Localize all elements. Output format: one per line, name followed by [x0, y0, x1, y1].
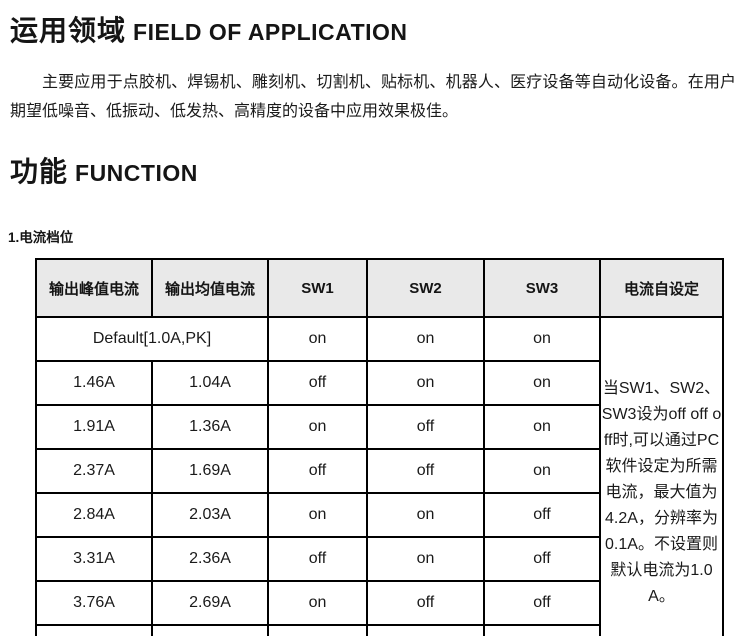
- cell-avg: 1.69A: [151, 448, 269, 494]
- cell-peak: 3.76A: [35, 580, 153, 626]
- cell-sw3: off: [483, 580, 601, 626]
- application-description: 主要应用于点胶机、焊锡机、雕刻机、切割机、贴标机、机器人、医疗设备等自动化设备。…: [10, 74, 736, 120]
- table-row: 1.46A 1.04A off on on: [35, 360, 723, 406]
- col-header-peak-current: 输出峰值电流: [35, 258, 153, 318]
- cell-sw1: off: [267, 536, 368, 582]
- cell-sw2: on: [366, 536, 485, 582]
- cell-sw1: on: [267, 580, 368, 626]
- cell-avg: 2.03A: [151, 492, 269, 538]
- col-header-custom-current: 电流自设定: [599, 258, 724, 318]
- cell-sw2: off: [366, 580, 485, 626]
- cell-sw2: off: [366, 404, 485, 450]
- section-heading-function: 功能 FUNCTION: [0, 126, 750, 190]
- cell-sw3: off: [483, 536, 601, 582]
- cell-peak: 2.37A: [35, 448, 153, 494]
- cell-sw1: off: [267, 448, 368, 494]
- table-row: 2.37A 1.69A off off on: [35, 448, 723, 494]
- cell-sw2: on: [366, 316, 485, 362]
- cell-sw3: on: [483, 316, 601, 362]
- cell-avg: 1.36A: [151, 404, 269, 450]
- table-row-default: Default[1.0A,PK] on on on 当SW1、SW2、SW3设为…: [35, 316, 724, 636]
- heading-application-en: FIELD OF APPLICATION: [133, 19, 408, 45]
- cell-peak: 2.84A: [35, 492, 153, 538]
- cell-avg: 2.36A: [151, 536, 269, 582]
- col-header-sw2: SW2: [366, 258, 485, 318]
- cell-avg: 1.04A: [151, 360, 269, 406]
- subsection-label-current-gears: 1.电流档位: [8, 230, 74, 245]
- cell-peak: 3.31A: [35, 536, 153, 582]
- table-row: 2.84A 2.03A on on off: [35, 492, 723, 538]
- cell-sw3: on: [483, 360, 601, 406]
- cell-sw1: off: [267, 624, 368, 636]
- cell-default-label: Default[1.0A,PK]: [35, 316, 269, 362]
- col-header-sw1: SW1: [267, 258, 368, 318]
- cell-sw3: on: [483, 404, 601, 450]
- cell-sw2: off: [366, 624, 485, 636]
- cell-sw3: off: [483, 492, 601, 538]
- cell-peak: 5.00A: [35, 624, 153, 636]
- cell-avg: 3.50A: [151, 624, 269, 636]
- section-heading-application: 运用领域 FIELD OF APPLICATION: [0, 0, 750, 49]
- cell-sw1: off: [267, 360, 368, 406]
- cell-sw2: off: [366, 448, 485, 494]
- cell-sw3: off: [483, 624, 601, 636]
- heading-function-zh: 功能: [10, 156, 69, 187]
- cell-peak: 1.91A: [35, 404, 153, 450]
- cell-sw1: on: [267, 404, 368, 450]
- heading-function-en: FUNCTION: [75, 160, 198, 186]
- heading-application-zh: 运用领域: [10, 15, 127, 46]
- table-header-row: 输出峰值电流 输出均值电流 SW1 SW2 SW3 电流自设定: [35, 258, 724, 318]
- cell-sw1: on: [267, 316, 368, 362]
- cell-sw1: on: [267, 492, 368, 538]
- current-settings-table: 输出峰值电流 输出均值电流 SW1 SW2 SW3 电流自设定 Default[…: [35, 258, 724, 636]
- table-row: 3.76A 2.69A on off off: [35, 580, 723, 626]
- col-header-sw3: SW3: [483, 258, 601, 318]
- table-row: 3.31A 2.36A off on off: [35, 536, 723, 582]
- cell-peak: 1.46A: [35, 360, 153, 406]
- cell-custom-current-note: 当SW1、SW2、SW3设为off off off时,可以通过PC软件设定为所需…: [599, 316, 724, 636]
- col-header-avg-current: 输出均值电流: [151, 258, 269, 318]
- table-row: 1.91A 1.36A on off on: [35, 404, 723, 450]
- cell-sw2: on: [366, 492, 485, 538]
- cell-sw2: on: [366, 360, 485, 406]
- cell-avg: 2.69A: [151, 580, 269, 626]
- cell-sw3: on: [483, 448, 601, 494]
- table-row: 5.00A 3.50A off off off: [35, 624, 723, 636]
